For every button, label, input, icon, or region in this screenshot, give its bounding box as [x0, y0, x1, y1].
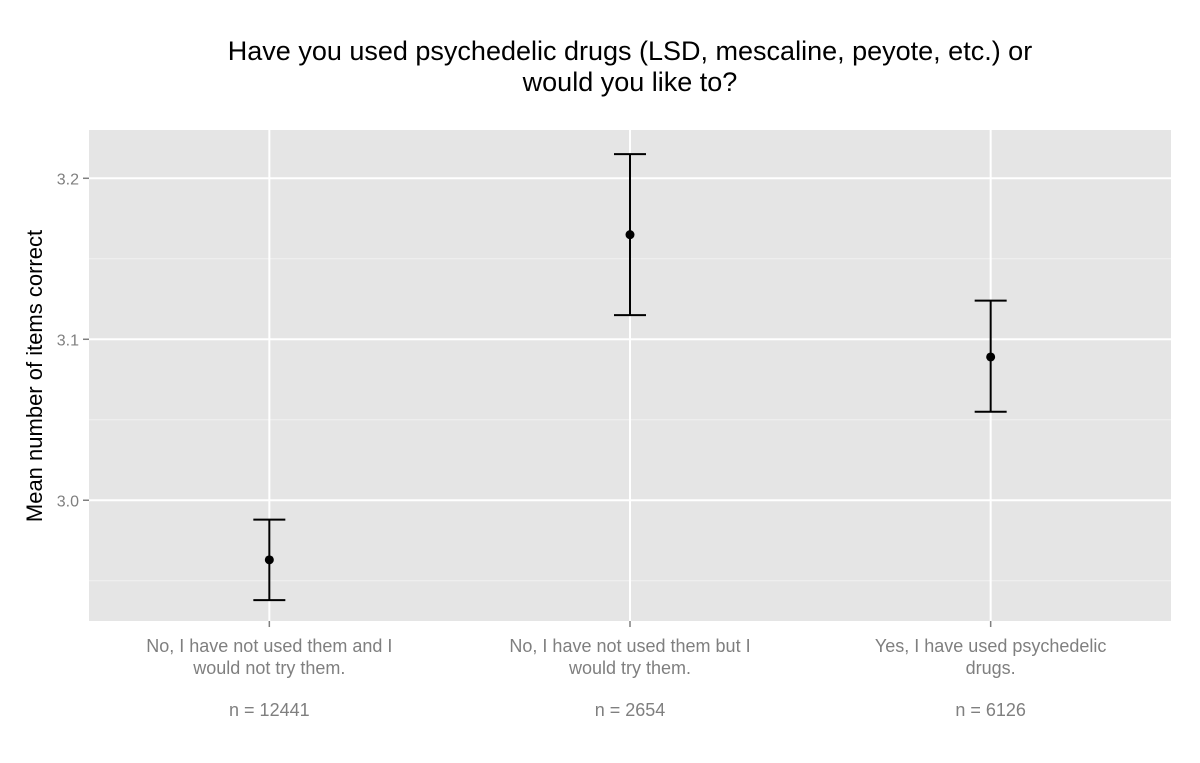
- mean-point: [986, 352, 996, 362]
- x-tick-label: drugs.: [966, 658, 1016, 678]
- marks-layer: [253, 153, 1007, 602]
- x-sample-size-label: n = 12441: [229, 700, 310, 720]
- x-tick-label: No, I have not used them and I: [146, 636, 392, 656]
- y-tick-label: 3.0: [57, 493, 79, 510]
- x-tick-label: would not try them.: [192, 658, 345, 678]
- x-sample-size-label: n = 6126: [955, 700, 1026, 720]
- mean-point: [625, 230, 635, 240]
- chart-title-line-2: would you like to?: [522, 67, 738, 97]
- y-tick-label: 3.1: [57, 332, 79, 349]
- x-tick-label: No, I have not used them but I: [509, 636, 750, 656]
- y-tick-label: 3.2: [57, 171, 79, 188]
- y-axis-label: Mean number of items correct: [22, 230, 47, 522]
- x-tick-label: Yes, I have used psychedelic: [875, 636, 1107, 656]
- axis-layer: 3.03.13.2No, I have not used them and Iw…: [57, 171, 1107, 720]
- x-sample-size-label: n = 2654: [595, 700, 666, 720]
- chart-title-line-1: Have you used psychedelic drugs (LSD, me…: [228, 36, 1032, 66]
- x-tick-label: would try them.: [568, 658, 691, 678]
- mean-point: [264, 555, 274, 565]
